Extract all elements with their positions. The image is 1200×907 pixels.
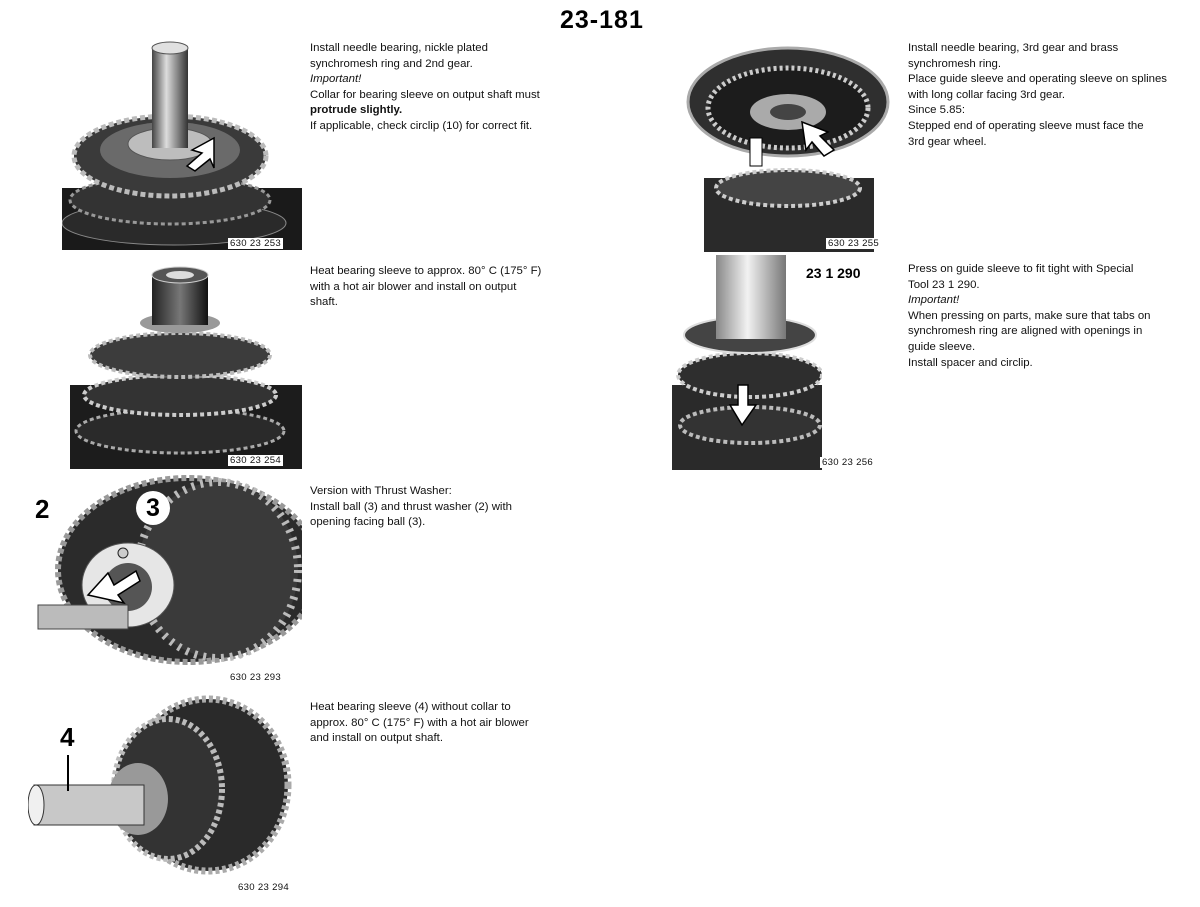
tool-callout: 23 1 290 bbox=[806, 265, 861, 281]
figure-id-3: 630 23 293 bbox=[228, 672, 284, 683]
callout-3: 3 bbox=[136, 491, 170, 525]
line: with long collar facing 3rd gear. bbox=[908, 88, 1066, 101]
line: Heat bearing sleeve (4) without collar t… bbox=[310, 701, 511, 713]
callout-2: 2 bbox=[35, 494, 50, 524]
figure-photo-4 bbox=[28, 695, 302, 875]
figure-id-2: 630 23 254 bbox=[228, 455, 284, 466]
line: If applicable, check circlip (10) for co… bbox=[310, 119, 533, 132]
line: Important! bbox=[908, 294, 960, 307]
figure-id-5: 630 23 255 bbox=[826, 238, 882, 249]
figure-photo-1 bbox=[62, 38, 302, 250]
step-text-1: Install needle bearing, nickle plated sy… bbox=[310, 41, 610, 135]
figure-id-6: 630 23 256 bbox=[820, 457, 876, 468]
line: shaft. bbox=[310, 296, 338, 309]
line: Version with Thrust Washer: bbox=[310, 485, 452, 497]
figure-photo-2 bbox=[70, 255, 302, 469]
line: approx. 80° C (175° F) with a hot air bl… bbox=[310, 716, 529, 729]
line: Place guide sleeve and operating sleeve … bbox=[908, 73, 1167, 86]
line: protrude slightly. bbox=[310, 104, 403, 117]
step-text-6: Press on guide sleeve to fit tight with … bbox=[908, 262, 1200, 371]
page-number: 23-181 bbox=[560, 6, 644, 34]
step-text-2: Heat bearing sleeve to approx. 80° C (17… bbox=[310, 264, 610, 311]
step-text-5: Install needle bearing, 3rd gear and bra… bbox=[908, 41, 1200, 150]
line: Install spacer and circlip. bbox=[908, 356, 1033, 369]
line: Heat bearing sleeve to approx. 80° C (17… bbox=[310, 265, 542, 277]
line: 3rd gear wheel. bbox=[908, 135, 987, 148]
line: opening facing ball (3). bbox=[310, 516, 426, 529]
line: Stepped end of operating sleeve must fac… bbox=[908, 119, 1144, 132]
line: Install needle bearing, 3rd gear and bra… bbox=[908, 42, 1119, 54]
line: guide sleeve. bbox=[908, 340, 976, 353]
line: with a hot air blower and install on out… bbox=[310, 280, 517, 293]
line: Press on guide sleeve to fit tight with … bbox=[908, 263, 1134, 275]
step-text-4: Heat bearing sleeve (4) without collar t… bbox=[310, 700, 610, 747]
line: Collar for bearing sleeve on output shaf… bbox=[310, 88, 540, 101]
figure-id-4: 630 23 294 bbox=[236, 882, 292, 893]
line: Tool 23 1 290. bbox=[908, 278, 980, 291]
line: synchromesh ring and 2nd gear. bbox=[310, 57, 473, 70]
line: Since 5.85: bbox=[908, 104, 965, 117]
line: synchromesh ring. bbox=[908, 57, 1002, 70]
line: Install needle bearing, nickle plated bbox=[310, 42, 488, 54]
figure-photo-3 bbox=[18, 475, 302, 665]
figure-photo-5 bbox=[684, 38, 900, 252]
figure-id-1: 630 23 253 bbox=[228, 238, 284, 249]
step-text-3: Version with Thrust Washer: Install ball… bbox=[310, 484, 610, 531]
line: Important! bbox=[310, 73, 362, 86]
figure-photo-6 bbox=[672, 255, 822, 470]
line: synchromesh ring are aligned with openin… bbox=[908, 325, 1143, 338]
line: When pressing on parts, make sure that t… bbox=[908, 309, 1151, 322]
callout-4: 4 bbox=[60, 722, 75, 752]
line: Install ball (3) and thrust washer (2) w… bbox=[310, 500, 512, 513]
line: and install on output shaft. bbox=[310, 732, 443, 745]
